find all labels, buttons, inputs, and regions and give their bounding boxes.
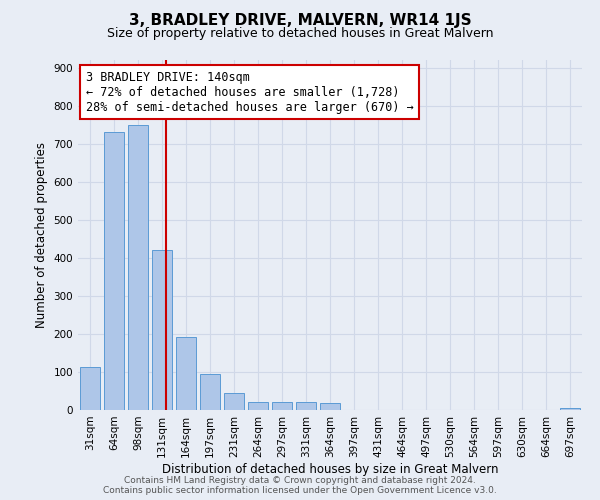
Bar — [176, 337, 196, 410]
X-axis label: Distribution of detached houses by size in Great Malvern: Distribution of detached houses by size … — [162, 462, 498, 475]
Bar — [104, 132, 124, 410]
Bar — [296, 402, 316, 410]
Bar — [128, 124, 148, 410]
Bar — [560, 408, 580, 410]
Text: Contains HM Land Registry data © Crown copyright and database right 2024.
Contai: Contains HM Land Registry data © Crown c… — [103, 476, 497, 495]
Text: Size of property relative to detached houses in Great Malvern: Size of property relative to detached ho… — [107, 28, 493, 40]
Bar — [272, 402, 292, 410]
Bar — [224, 392, 244, 410]
Bar — [320, 403, 340, 410]
Text: 3 BRADLEY DRIVE: 140sqm
← 72% of detached houses are smaller (1,728)
28% of semi: 3 BRADLEY DRIVE: 140sqm ← 72% of detache… — [86, 70, 413, 114]
Bar — [248, 402, 268, 410]
Bar — [152, 250, 172, 410]
Bar — [200, 374, 220, 410]
Bar — [80, 367, 100, 410]
Y-axis label: Number of detached properties: Number of detached properties — [35, 142, 48, 328]
Text: 3, BRADLEY DRIVE, MALVERN, WR14 1JS: 3, BRADLEY DRIVE, MALVERN, WR14 1JS — [128, 12, 472, 28]
